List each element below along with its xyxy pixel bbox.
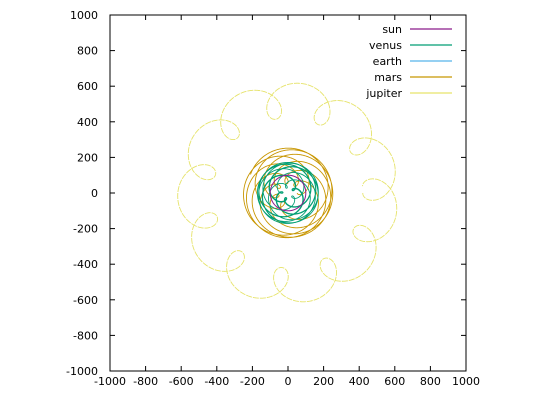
y-tick-label: -1000 [66,365,98,378]
x-tick-label: 1000 [452,375,480,388]
legend-label-sun: sun [382,23,402,36]
y-tick-label: -200 [73,223,98,236]
x-tick-label: -200 [240,375,265,388]
x-tick-label: 0 [285,375,292,388]
x-tick-label: -800 [133,375,158,388]
y-tick-label: 200 [77,151,98,164]
series-jupiter-line [177,82,398,303]
y-tick-label: 600 [77,80,98,93]
legend-label-venus: venus [369,39,402,52]
x-tick-label: 200 [313,375,334,388]
x-tick-label: -400 [204,375,229,388]
plot-frame [109,14,467,372]
x-tick-label: 600 [384,375,405,388]
y-tick-label: 0 [91,187,98,200]
series-venus-line [256,161,319,224]
series-mars-line [243,147,334,239]
series-sun-line [269,174,307,212]
y-tick-label: -800 [73,329,98,342]
x-tick-label: 400 [349,375,370,388]
x-tick-label: -600 [169,375,194,388]
y-tick-label: 400 [77,116,98,129]
y-tick-label: 800 [77,45,98,58]
legend-label-earth: earth [373,55,402,68]
legend-label-mars: mars [374,71,402,84]
legend: sun venus earth mars jupiter [365,23,452,100]
series-layer [177,82,398,303]
x-tick-label: 800 [420,375,441,388]
legend-label-jupiter: jupiter [365,87,402,100]
y-tick-label: 1000 [70,9,98,22]
axis-ticks: -1000 -800 -600 -400 -200 0 200 400 600 800 1000 10… [66,9,480,388]
y-tick-label: -400 [73,258,98,271]
y-tick-label: -600 [73,294,98,307]
x-tick-label: -1000 [94,375,126,388]
